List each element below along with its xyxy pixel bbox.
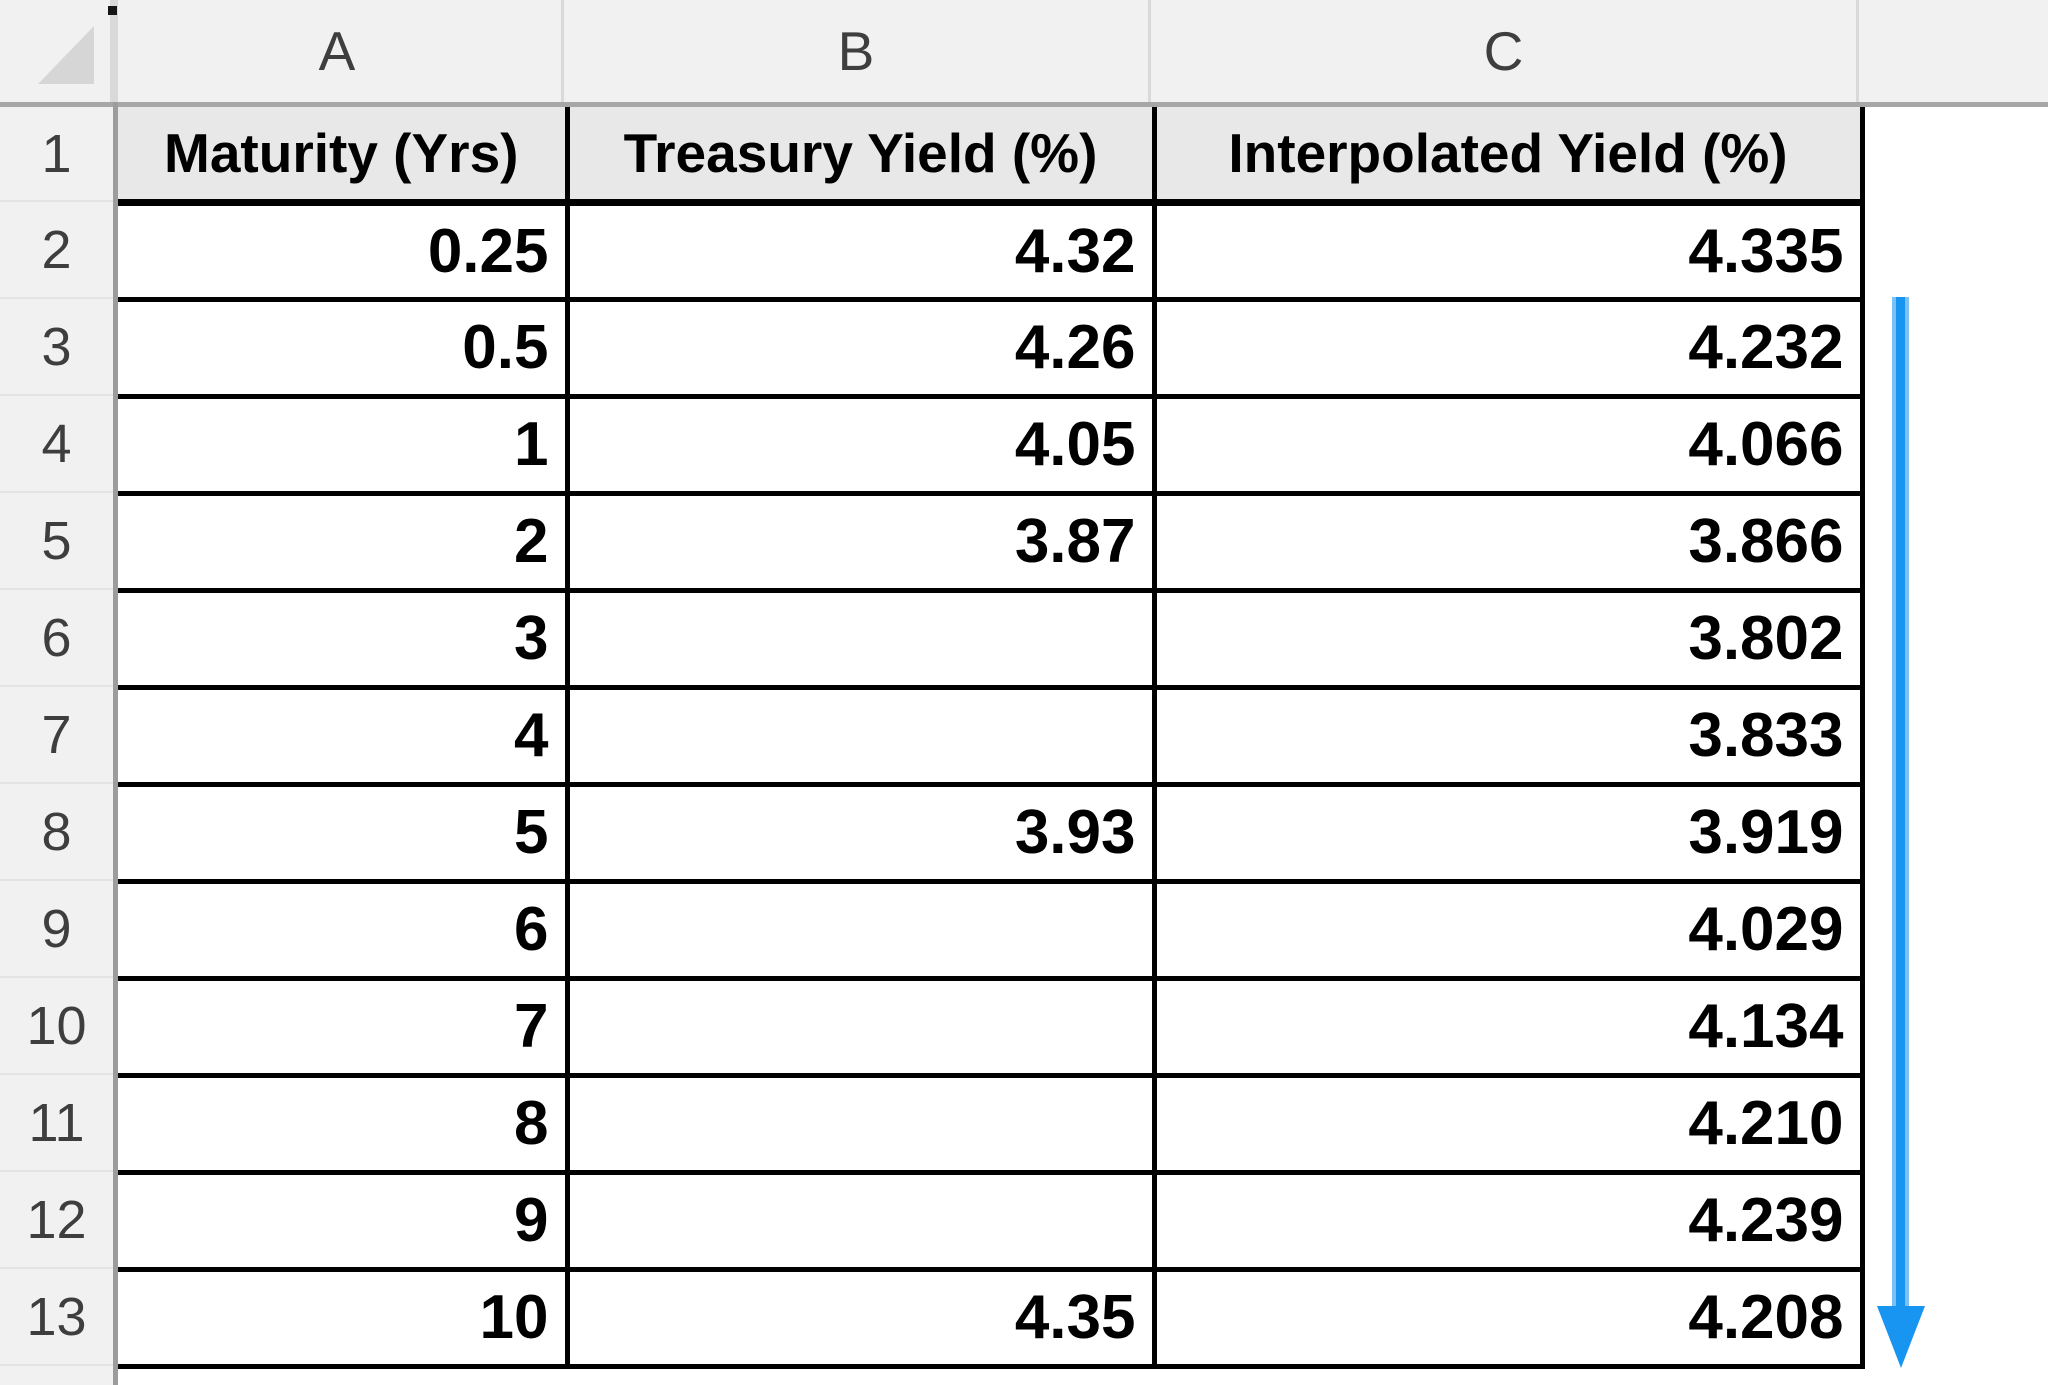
- cell-a2[interactable]: 0.25: [118, 199, 570, 302]
- row-header-13[interactable]: 13: [0, 1269, 113, 1366]
- row-headers-filler: [0, 1366, 113, 1385]
- cell-c3[interactable]: 4.232: [1151, 296, 1865, 399]
- row-header-5[interactable]: 5: [0, 493, 113, 590]
- table-row: 1 4.05 4.066: [118, 393, 1865, 496]
- table-row: 0.25 4.32 4.335: [118, 199, 1865, 302]
- select-all-corner[interactable]: [0, 0, 113, 102]
- table-row: 3 3.802: [118, 587, 1865, 690]
- row-header-gridline-top: [113, 0, 118, 102]
- cell-b13[interactable]: 4.35: [564, 1266, 1157, 1369]
- row-header-2[interactable]: 2: [0, 202, 113, 299]
- cell-b12[interactable]: [564, 1169, 1157, 1272]
- table-row: 6 4.029: [118, 878, 1865, 981]
- cell-a11[interactable]: 8: [118, 1072, 570, 1175]
- column-headers-strip: A B C: [0, 0, 2048, 107]
- cell-a5[interactable]: 2: [118, 490, 570, 593]
- cell-c4[interactable]: 4.066: [1151, 393, 1865, 496]
- cell-a12[interactable]: 9: [118, 1169, 570, 1272]
- column-header-c[interactable]: C: [1151, 0, 1859, 102]
- cell-a6[interactable]: 3: [118, 587, 570, 690]
- table-row: 8 4.210: [118, 1072, 1865, 1175]
- data-table: Maturity (Yrs) Treasury Yield (%) Interp…: [118, 107, 1865, 1369]
- cell-b9[interactable]: [564, 878, 1157, 981]
- cell-c5[interactable]: 3.866: [1151, 490, 1865, 593]
- row-header-4[interactable]: 4: [0, 396, 113, 493]
- cell-b8[interactable]: 3.93: [564, 781, 1157, 884]
- cell-c12[interactable]: 4.239: [1151, 1169, 1865, 1272]
- column-header-a[interactable]: A: [113, 0, 564, 102]
- cell-b1[interactable]: Treasury Yield (%): [564, 107, 1157, 206]
- table-row: 5 3.93 3.919: [118, 781, 1865, 884]
- cell-a13[interactable]: 10: [118, 1266, 570, 1369]
- cell-b11[interactable]: [564, 1072, 1157, 1175]
- row-header-3[interactable]: 3: [0, 299, 113, 396]
- cell-a9[interactable]: 6: [118, 878, 570, 981]
- cell-a3[interactable]: 0.5: [118, 296, 570, 399]
- row-header-12[interactable]: 12: [0, 1172, 113, 1269]
- row-header-gridline: [113, 102, 118, 1385]
- cell-a8[interactable]: 5: [118, 781, 570, 884]
- table-row: 10 4.35 4.208: [118, 1266, 1865, 1369]
- cell-a7[interactable]: 4: [118, 684, 570, 787]
- cell-b3[interactable]: 4.26: [564, 296, 1157, 399]
- top-marker-dot: [108, 6, 117, 15]
- cell-b10[interactable]: [564, 975, 1157, 1078]
- row-header-7[interactable]: 7: [0, 687, 113, 784]
- down-arrow-icon: [1877, 1306, 1925, 1368]
- row-header-1[interactable]: 1: [0, 107, 113, 202]
- down-arrow-line: [1892, 297, 1909, 1310]
- cell-a10[interactable]: 7: [118, 975, 570, 1078]
- cell-b5[interactable]: 3.87: [564, 490, 1157, 593]
- cell-a4[interactable]: 1: [118, 393, 570, 496]
- table-row: 0.5 4.26 4.232: [118, 296, 1865, 399]
- row-header-10[interactable]: 10: [0, 978, 113, 1075]
- row-header-11[interactable]: 11: [0, 1075, 113, 1172]
- select-all-triangle-icon: [38, 26, 94, 84]
- cell-a1[interactable]: Maturity (Yrs): [118, 107, 570, 206]
- cell-c13[interactable]: 4.208: [1151, 1266, 1865, 1369]
- column-header-b[interactable]: B: [564, 0, 1151, 102]
- cell-b4[interactable]: 4.05: [564, 393, 1157, 496]
- table-header-row: Maturity (Yrs) Treasury Yield (%) Interp…: [118, 107, 1865, 206]
- table-row: 2 3.87 3.866: [118, 490, 1865, 593]
- cell-c9[interactable]: 4.029: [1151, 878, 1865, 981]
- table-row: 9 4.239: [118, 1169, 1865, 1272]
- cell-b2[interactable]: 4.32: [564, 199, 1157, 302]
- cell-b7[interactable]: [564, 684, 1157, 787]
- cell-c11[interactable]: 4.210: [1151, 1072, 1865, 1175]
- cell-c2[interactable]: 4.335: [1151, 199, 1865, 302]
- row-header-6[interactable]: 6: [0, 590, 113, 687]
- cell-c10[interactable]: 4.134: [1151, 975, 1865, 1078]
- cell-c1[interactable]: Interpolated Yield (%): [1151, 107, 1865, 206]
- table-row: 4 3.833: [118, 684, 1865, 787]
- row-header-9[interactable]: 9: [0, 881, 113, 978]
- column-headers-filler: [1859, 0, 2048, 102]
- cell-c6[interactable]: 3.802: [1151, 587, 1865, 690]
- cell-b6[interactable]: [564, 587, 1157, 690]
- row-header-8[interactable]: 8: [0, 784, 113, 881]
- table-row: 7 4.134: [118, 975, 1865, 1078]
- row-headers-strip: 1 2 3 4 5 6 7 8 9 10 11 12 13: [0, 107, 113, 1385]
- cell-c7[interactable]: 3.833: [1151, 684, 1865, 787]
- cell-c8[interactable]: 3.919: [1151, 781, 1865, 884]
